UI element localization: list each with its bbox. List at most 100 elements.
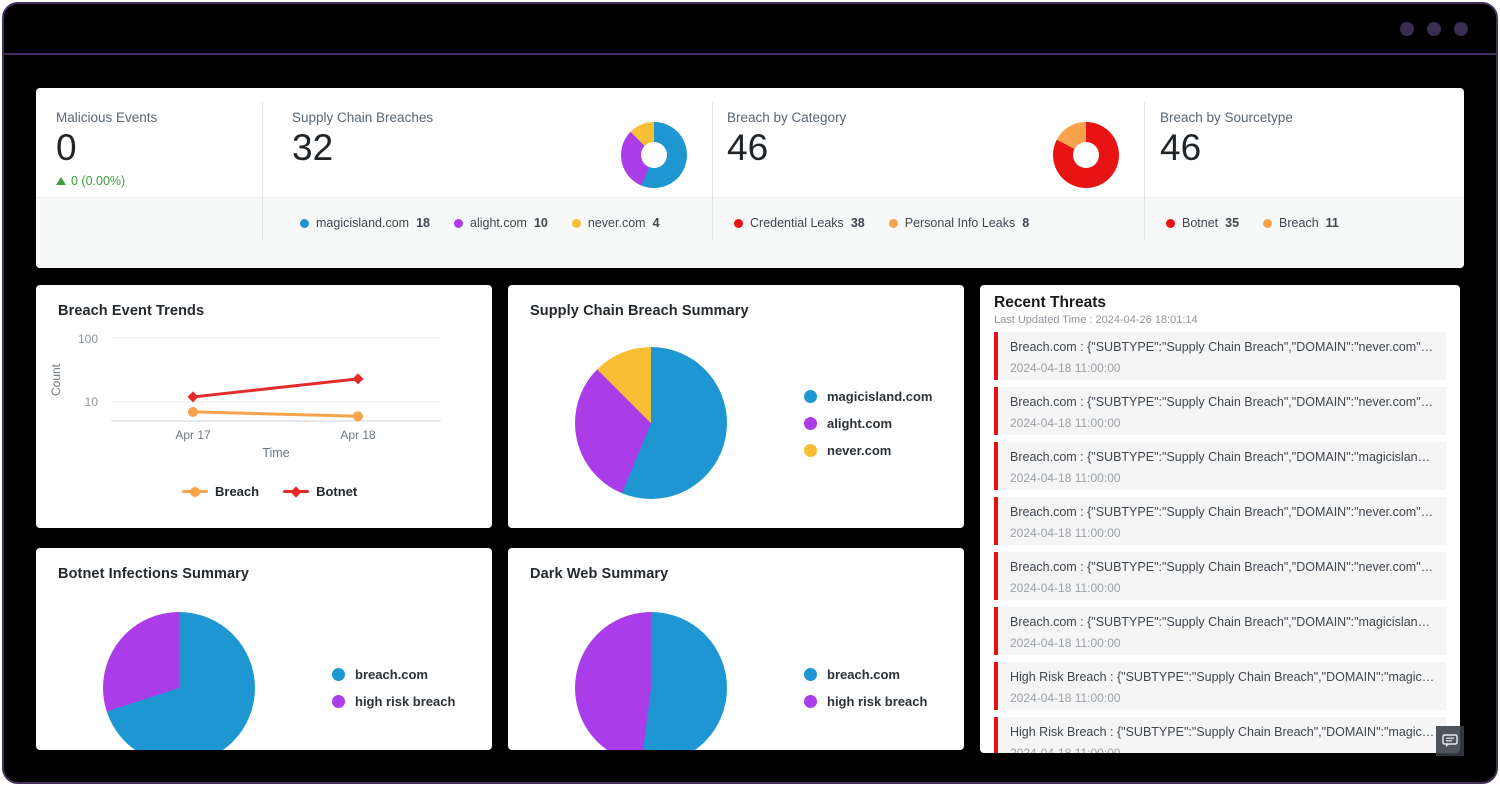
botnet-pie-chart[interactable] xyxy=(103,612,255,750)
legend-item[interactable]: Personal Info Leaks 8 xyxy=(888,216,1030,230)
legend-dot-icon xyxy=(804,444,817,457)
legend-item[interactable]: high risk breach xyxy=(804,694,927,709)
last-updated-time: Last Updated Time : 2024-04-26 18:01:14 xyxy=(994,314,1198,326)
legend-item[interactable]: never.com 4 xyxy=(571,216,660,230)
legend-label: magicisland.com xyxy=(316,216,410,230)
recent-threats-title: Recent Threats xyxy=(994,294,1106,311)
legend-item[interactable]: never.com xyxy=(804,443,932,458)
legend-item[interactable]: breach.com xyxy=(332,667,455,682)
legend-item[interactable]: Breach 11 xyxy=(1263,216,1339,230)
kpi-divider xyxy=(712,102,713,240)
threat-timestamp: 2024-04-18 11:00:00 xyxy=(1010,581,1121,595)
threat-list: Breach.com : {"SUBTYPE":"Supply Chain Br… xyxy=(994,332,1446,753)
threat-list-item[interactable]: Breach.com : {"SUBTYPE":"Supply Chain Br… xyxy=(994,387,1446,435)
legend-item[interactable]: magicisland.com 18 xyxy=(300,216,430,230)
feedback-chat-button[interactable] xyxy=(1436,726,1464,756)
threat-list-item[interactable]: Breach.com : {"SUBTYPE":"Supply Chain Br… xyxy=(994,332,1446,380)
threat-message: Breach.com : {"SUBTYPE":"Supply Chain Br… xyxy=(1010,450,1436,464)
legend-item[interactable]: Botnet 35 xyxy=(1166,216,1239,230)
legend-dot-icon xyxy=(300,218,309,228)
legend-label: Botnet xyxy=(316,484,358,499)
trend-line-chart[interactable]: 100 10 Count Apr 17 Apr 18 Time xyxy=(36,285,492,528)
kpi-category-label: Breach by Category xyxy=(727,110,847,125)
legend-count: 18 xyxy=(416,216,430,230)
legend-item-breach[interactable]: Breach xyxy=(182,484,259,499)
legend-count: 4 xyxy=(652,216,660,230)
kpi-malicious-events-label: Malicious Events xyxy=(56,110,158,125)
dark-web-summary-panel: Dark Web Summary breach.com high risk br… xyxy=(508,548,964,750)
x-tick-apr17: Apr 17 xyxy=(175,428,211,442)
breach-category-donut-chart[interactable] xyxy=(1053,122,1119,188)
legend-item[interactable]: alight.com xyxy=(804,416,932,431)
panel-title: Breach Event Trends xyxy=(58,303,205,319)
threat-message: Breach.com : {"SUBTYPE":"Supply Chain Br… xyxy=(1010,340,1436,354)
legend-dot-icon xyxy=(332,668,345,681)
recent-threats-panel: Recent Threats Last Updated Time : 2024-… xyxy=(980,285,1460,753)
legend-item[interactable]: alight.com 10 xyxy=(454,216,548,230)
legend-label: magicisland.com xyxy=(827,389,933,404)
line-marker-icon xyxy=(182,486,208,497)
breach-category-legend: Credential Leaks 38 Personal Info Leaks … xyxy=(734,216,1029,230)
supply-chain-donut-chart[interactable] xyxy=(621,122,687,188)
y-tick-10: 10 xyxy=(85,395,99,409)
pie-legend: breach.com high risk breach xyxy=(332,667,455,709)
legend-label: Personal Info Leaks xyxy=(904,216,1016,230)
window-control-dot-2[interactable] xyxy=(1427,21,1441,36)
kpi-delta-text: 0 (0.00%) xyxy=(71,174,126,188)
threat-message: High Risk Breach : {"SUBTYPE":"Supply Ch… xyxy=(1010,670,1436,684)
kpi-divider xyxy=(262,102,263,240)
legend-label: alight.com xyxy=(470,216,527,230)
dark-web-pie-chart[interactable] xyxy=(575,612,727,750)
legend-item[interactable]: Credential Leaks 38 xyxy=(734,216,865,230)
legend-dot-icon xyxy=(804,390,817,403)
line-marker-icon xyxy=(283,485,310,498)
legend-dot-icon xyxy=(804,668,817,681)
legend-item[interactable]: magicisland.com xyxy=(804,389,932,404)
legend-dot-icon xyxy=(1263,218,1273,228)
panel-title: Botnet Infections Summary xyxy=(58,566,250,582)
circle-marker-icon xyxy=(190,486,200,497)
panel-title: Supply Chain Breach Summary xyxy=(530,303,749,319)
legend-count: 8 xyxy=(1022,216,1030,230)
kpi-category-value: 46 xyxy=(727,127,769,168)
window-control-dot-1[interactable] xyxy=(1400,21,1414,36)
x-axis-label: Time xyxy=(262,446,289,460)
threat-message: Breach.com : {"SUBTYPE":"Supply Chain Br… xyxy=(1010,615,1436,629)
legend-label: Botnet xyxy=(1182,216,1219,230)
trend-up-icon xyxy=(56,177,66,185)
threat-timestamp: 2024-04-18 11:00:00 xyxy=(1010,691,1121,705)
kpi-sourcetype-label: Breach by Sourcetype xyxy=(1160,110,1293,125)
legend-dot-icon xyxy=(734,218,743,228)
y-axis-label: Count xyxy=(49,363,63,396)
pie-legend: magicisland.com alight.com never.com xyxy=(804,389,932,458)
legend-label: alight.com xyxy=(827,416,893,431)
kpi-malicious-events-value: 0 xyxy=(56,127,77,168)
threat-timestamp: 2024-04-18 11:00:00 xyxy=(1010,416,1121,430)
threat-list-item[interactable]: High Risk Breach : {"SUBTYPE":"Supply Ch… xyxy=(994,717,1446,753)
threat-timestamp: 2024-04-18 11:00:00 xyxy=(1010,526,1121,540)
threat-list-item[interactable]: High Risk Breach : {"SUBTYPE":"Supply Ch… xyxy=(994,662,1446,710)
supply-chain-pie-chart[interactable] xyxy=(575,347,727,499)
threat-list-item[interactable]: Breach.com : {"SUBTYPE":"Supply Chain Br… xyxy=(994,442,1446,490)
legend-dot-icon xyxy=(454,218,463,228)
legend-label: breach.com xyxy=(355,667,428,682)
supply-chain-legend: magicisland.com 18 alight.com 10 never.c… xyxy=(300,216,660,230)
threat-list-item[interactable]: Breach.com : {"SUBTYPE":"Supply Chain Br… xyxy=(994,497,1446,545)
legend-count: 35 xyxy=(1225,216,1240,230)
legend-label: high risk breach xyxy=(355,694,456,709)
kpi-legend-strip xyxy=(36,197,1464,268)
legend-label: high risk breach xyxy=(827,694,928,709)
threat-list-item[interactable]: Breach.com : {"SUBTYPE":"Supply Chain Br… xyxy=(994,607,1446,655)
legend-item[interactable]: breach.com xyxy=(804,667,927,682)
legend-label: Breach xyxy=(215,484,260,499)
panel-title: Dark Web Summary xyxy=(530,566,669,582)
legend-label: never.com xyxy=(587,216,646,230)
legend-item[interactable]: high risk breach xyxy=(332,694,455,709)
threat-message: Breach.com : {"SUBTYPE":"Supply Chain Br… xyxy=(1010,560,1436,574)
legend-item-botnet[interactable]: Botnet xyxy=(283,484,357,499)
diamond-marker-icon xyxy=(290,485,302,498)
y-tick-100: 100 xyxy=(78,332,98,346)
window-control-dot-3[interactable] xyxy=(1454,21,1468,36)
threat-timestamp: 2024-04-18 11:00:00 xyxy=(1010,636,1121,650)
threat-list-item[interactable]: Breach.com : {"SUBTYPE":"Supply Chain Br… xyxy=(994,552,1446,600)
